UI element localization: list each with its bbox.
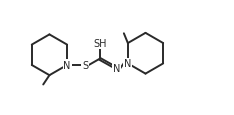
Text: N: N <box>113 63 120 73</box>
Text: N: N <box>124 59 132 69</box>
Text: N: N <box>63 60 71 70</box>
Text: S: S <box>82 60 88 70</box>
Text: SH: SH <box>93 39 106 49</box>
